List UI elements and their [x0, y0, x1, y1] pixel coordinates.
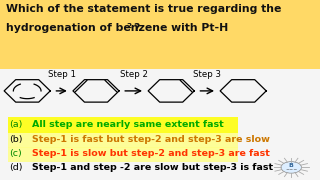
Text: Step-1 is slow but step-2 and step-3 are fast: Step-1 is slow but step-2 and step-3 are…	[32, 149, 270, 158]
Text: All step are nearly same extent fast: All step are nearly same extent fast	[32, 120, 224, 129]
Text: Step 1: Step 1	[48, 70, 76, 79]
Text: (b): (b)	[10, 135, 23, 144]
Text: ~~~: ~~~	[285, 168, 297, 173]
FancyBboxPatch shape	[8, 147, 238, 162]
Text: (d): (d)	[10, 163, 23, 172]
FancyBboxPatch shape	[8, 133, 238, 148]
Text: Step-1 and step -2 are slow but step-3 is fast: Step-1 and step -2 are slow but step-3 i…	[32, 163, 273, 172]
Text: Which of the statement is true regarding the: Which of the statement is true regarding…	[6, 4, 282, 14]
Text: B: B	[289, 163, 294, 168]
FancyBboxPatch shape	[8, 117, 238, 133]
Text: Step 3: Step 3	[193, 70, 221, 79]
Text: Step-1 is fast but step-2 and step-3 are slow: Step-1 is fast but step-2 and step-3 are…	[32, 135, 270, 144]
Text: 2: 2	[127, 23, 132, 29]
Text: hydrogenation of benzene with Pt-H: hydrogenation of benzene with Pt-H	[6, 23, 229, 33]
FancyBboxPatch shape	[0, 0, 320, 69]
Text: (a): (a)	[10, 120, 23, 129]
Text: Step 2: Step 2	[120, 70, 148, 79]
Text: (c): (c)	[10, 149, 22, 158]
Text: ?: ?	[133, 23, 139, 33]
Circle shape	[281, 162, 301, 173]
